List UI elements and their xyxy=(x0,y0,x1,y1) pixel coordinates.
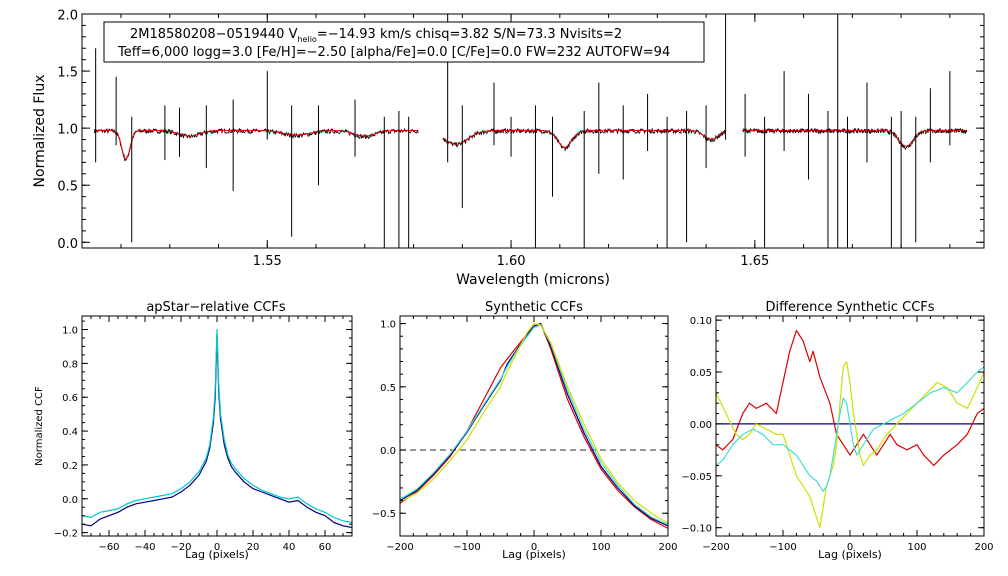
1-xtick-label: 0 xyxy=(214,542,220,553)
2-xtick-label: 200 xyxy=(658,542,677,553)
1-xtick-label: −20 xyxy=(170,542,191,553)
spectrum-observed-chip-0 xyxy=(93,127,419,162)
difference-title: Difference Synthetic CCFs xyxy=(765,300,934,315)
0-ytick-label: 1.5 xyxy=(57,66,78,81)
2-series-visit-1 xyxy=(400,323,668,527)
1-ytick-label: 0.6 xyxy=(62,393,78,404)
1-ytick-label: 0.8 xyxy=(62,359,78,370)
difference-plot-area xyxy=(716,329,984,529)
3-ytick-label: −0.10 xyxy=(681,524,712,535)
difference-ccf-panel: Difference Synthetic CCFs −200 −100 0 100 20… xyxy=(681,300,993,561)
difference-xlabel: Lag (pixels) xyxy=(818,548,882,561)
3-ytick-label: 0.10 xyxy=(690,316,712,327)
0-ytick-label: 0.0 xyxy=(57,237,78,252)
1-ytick-label: 0.4 xyxy=(62,427,78,438)
3-xtick-label: 100 xyxy=(907,542,926,553)
spectrum-info-line2: Teff=6,000 logg=3.0 [Fe/H]=−2.50 [alpha/… xyxy=(117,45,670,60)
spectrum-model-chip-2 xyxy=(742,129,967,147)
0-ytick-label: 0.5 xyxy=(57,180,78,195)
apstar-xlabel: Lag (pixels) xyxy=(185,548,249,561)
difference-axes: −200 −100 0 100 200 −0.10 −0.05 0.00 0.05 0.10 xyxy=(681,316,994,553)
synthetic-frame xyxy=(399,315,669,537)
2-xtick-label: 0 xyxy=(531,542,537,553)
3-xtick-label: −200 xyxy=(702,542,729,553)
apstar-axes: −60 −40 −20 0 20 40 60 −0.2 0.0 0.2 0.4 0.6 0.8 1.0 xyxy=(54,316,353,553)
apstar-title: apStar−relative CCFs xyxy=(146,300,286,315)
spectrum-model-chip-0 xyxy=(94,129,419,160)
2-xtick-label: 100 xyxy=(591,542,610,553)
3-ytick-label: 0.00 xyxy=(690,420,712,431)
info-line1-subscript: helio xyxy=(297,35,316,44)
spectrum-info-box xyxy=(103,21,705,63)
3-ytick-label: −0.05 xyxy=(681,472,712,483)
3-series-visit-red xyxy=(716,329,984,466)
1-xtick-label: −40 xyxy=(134,542,155,553)
1-xtick-label: −60 xyxy=(98,542,119,553)
1-xtick-label: 20 xyxy=(247,542,260,553)
2-xtick-label: −200 xyxy=(386,542,413,553)
info-line1-suffix: =−14.93 km/s chisq=3.82 S/N=73.3 Nvisits… xyxy=(317,27,622,42)
3-ytick-label: 0.05 xyxy=(690,368,712,379)
1-xtick-label: 40 xyxy=(283,542,296,553)
spectrum-info-line1: 2M18580208−0519440 Vhelio=−14.93 km/s ch… xyxy=(130,27,622,44)
spectrum-panel: 1.55 1.60 1.65 0.0 0.5 1.0 1.5 2.0 2M18580208−0… xyxy=(32,9,985,288)
2-series-visit-2 xyxy=(400,324,668,526)
1-ytick-label: 0.2 xyxy=(62,461,78,472)
1-ytick-label: −0.2 xyxy=(54,529,78,540)
synthetic-axes: −200 −100 0 100 200 −0.5 0.0 0.5 1.0 xyxy=(372,316,678,553)
apstar-ylabel: Normalized CCF xyxy=(34,386,45,466)
3-series-visit-cyan xyxy=(716,366,984,492)
1-series-visit-2 xyxy=(82,328,352,524)
2-ytick-label: 0.0 xyxy=(380,446,396,457)
spectrum-xlabel: Wavelength (microns) xyxy=(456,272,610,288)
2-xtick-label: −100 xyxy=(453,542,480,553)
synthetic-ccf-panel: Synthetic CCFs −200 −100 0 100 200 −0.5 0.0 0.5… xyxy=(372,300,678,561)
spectrum-plot-area xyxy=(93,14,968,248)
apstar-ccf-panel: apStar−relative CCFs −60 −40 −20 0 20 40 60 −0.… xyxy=(34,300,353,561)
2-ytick-label: −0.5 xyxy=(372,509,396,520)
info-line1-prefix: 2M18580208−0519440 V xyxy=(130,27,298,42)
3-series-visit-yellow xyxy=(716,361,984,529)
synthetic-plot-area xyxy=(400,323,668,529)
spectrum-ylabel: Normalized Flux xyxy=(32,75,48,188)
synthetic-title: Synthetic CCFs xyxy=(485,300,583,315)
synthetic-xlabel: Lag (pixels) xyxy=(502,548,566,561)
1-series-visit-1 xyxy=(82,334,352,529)
3-xtick-label: 0 xyxy=(847,542,853,553)
0-xtick-label: 1.55 xyxy=(253,254,282,269)
1-ytick-label: 0.0 xyxy=(62,495,78,506)
3-xtick-label: 200 xyxy=(974,542,993,553)
2-ytick-label: 0.5 xyxy=(380,383,396,394)
1-xtick-label: 60 xyxy=(319,542,332,553)
spectrum-axes: 1.55 1.60 1.65 0.0 0.5 1.0 1.5 2.0 xyxy=(57,9,984,269)
2-ytick-label: 1.0 xyxy=(380,320,396,331)
1-ytick-label: 1.0 xyxy=(62,326,78,337)
0-ytick-label: 1.0 xyxy=(57,123,78,138)
0-xtick-label: 1.60 xyxy=(497,254,526,269)
3-xtick-label: −100 xyxy=(769,542,796,553)
0-ytick-label: 2.0 xyxy=(57,9,78,24)
apstar-plot-area xyxy=(82,328,352,529)
0-xtick-label: 1.65 xyxy=(740,254,769,269)
spectrum-frame xyxy=(81,13,985,249)
2-series-visit-3 xyxy=(400,323,668,524)
spectrum-observed-chip-2 xyxy=(742,127,968,150)
